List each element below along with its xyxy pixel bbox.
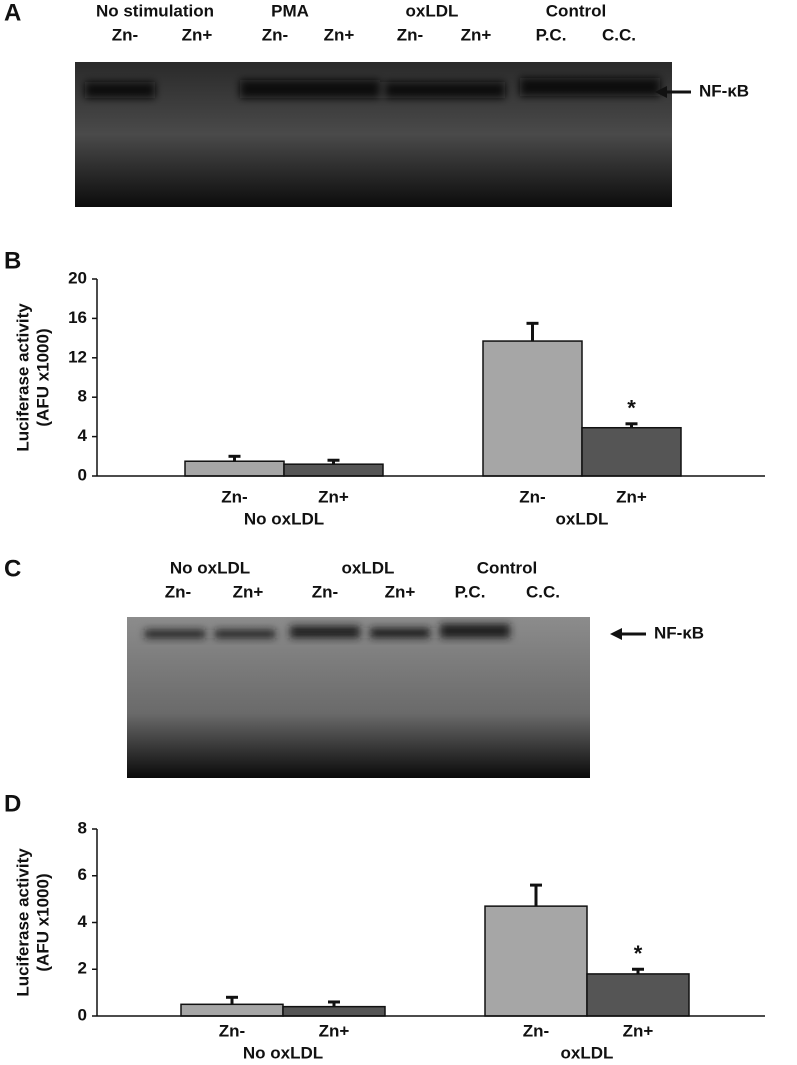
bar	[184, 460, 285, 477]
y-axis-label: Luciferase activity	[13, 848, 32, 997]
arrow-head	[655, 86, 667, 98]
significance-mark: *	[627, 396, 636, 421]
gel-a-image	[75, 62, 672, 207]
group-label: Control	[477, 558, 537, 577]
panel-label: D	[4, 790, 21, 817]
group-label: oxLDL	[561, 1043, 614, 1062]
y-tick-label: 0	[78, 465, 87, 484]
panel-label: B	[4, 247, 21, 274]
panel-label: A	[4, 0, 21, 26]
x-tick-label: Zn-	[221, 487, 247, 506]
y-tick-label: 6	[78, 865, 87, 884]
group-label: No stimulation	[96, 1, 214, 20]
y-tick-label: 20	[68, 268, 87, 287]
bar	[283, 463, 384, 477]
lane-label: Zn+	[182, 25, 213, 44]
marker-label: NF-κB	[654, 623, 704, 642]
x-tick-label: Zn+	[616, 487, 647, 506]
bar	[482, 340, 583, 477]
x-tick-label: Zn+	[318, 487, 349, 506]
y-tick-label: 4	[78, 426, 88, 445]
x-tick-label: Zn-	[523, 1021, 549, 1040]
lane-label: P.C.	[536, 25, 567, 44]
gel-c-image	[127, 617, 590, 778]
lane-label: P.C.	[455, 582, 486, 601]
group-label: No oxLDL	[170, 558, 250, 577]
group-label: oxLDL	[406, 1, 459, 20]
bar	[586, 973, 690, 1017]
y-tick-label: 2	[78, 959, 87, 978]
y-axis-label: (AFU x1000)	[33, 328, 52, 426]
x-tick-label: Zn+	[623, 1021, 654, 1040]
y-axis-label: Luciferase activity	[13, 303, 32, 452]
lane-label: Zn-	[262, 25, 288, 44]
x-tick-label: Zn-	[219, 1021, 245, 1040]
arrow-head	[610, 628, 622, 640]
bar	[282, 1005, 386, 1017]
lane-label: Zn-	[112, 25, 138, 44]
x-tick-label: Zn+	[319, 1021, 350, 1040]
significance-mark: *	[634, 941, 643, 966]
y-tick-label: 8	[78, 818, 87, 837]
group-label: Control	[546, 1, 606, 20]
lane-label: Zn+	[324, 25, 355, 44]
bar	[581, 426, 682, 477]
y-tick-label: 12	[68, 347, 87, 366]
group-label: No oxLDL	[243, 1043, 323, 1062]
bar	[484, 905, 588, 1017]
lane-label: Zn+	[233, 582, 264, 601]
group-label: oxLDL	[342, 558, 395, 577]
y-tick-label: 0	[78, 1005, 87, 1024]
bar	[180, 1003, 284, 1017]
lane-label: Zn-	[165, 582, 191, 601]
lane-label: Zn-	[312, 582, 338, 601]
group-label: oxLDL	[556, 509, 609, 528]
y-tick-label: 4	[78, 912, 88, 931]
lane-label: Zn-	[397, 25, 423, 44]
lane-label: Zn+	[461, 25, 492, 44]
x-tick-label: Zn-	[519, 487, 545, 506]
y-axis-label: (AFU x1000)	[33, 873, 52, 971]
panel-label: C	[4, 555, 21, 582]
group-label: No oxLDL	[244, 509, 324, 528]
lane-label: Zn+	[385, 582, 416, 601]
lane-label: C.C.	[602, 25, 636, 44]
y-tick-label: 16	[68, 308, 87, 327]
y-tick-label: 8	[78, 387, 87, 406]
lane-label: C.C.	[526, 582, 560, 601]
group-label: PMA	[271, 1, 309, 20]
marker-label: NF-κB	[699, 81, 749, 100]
